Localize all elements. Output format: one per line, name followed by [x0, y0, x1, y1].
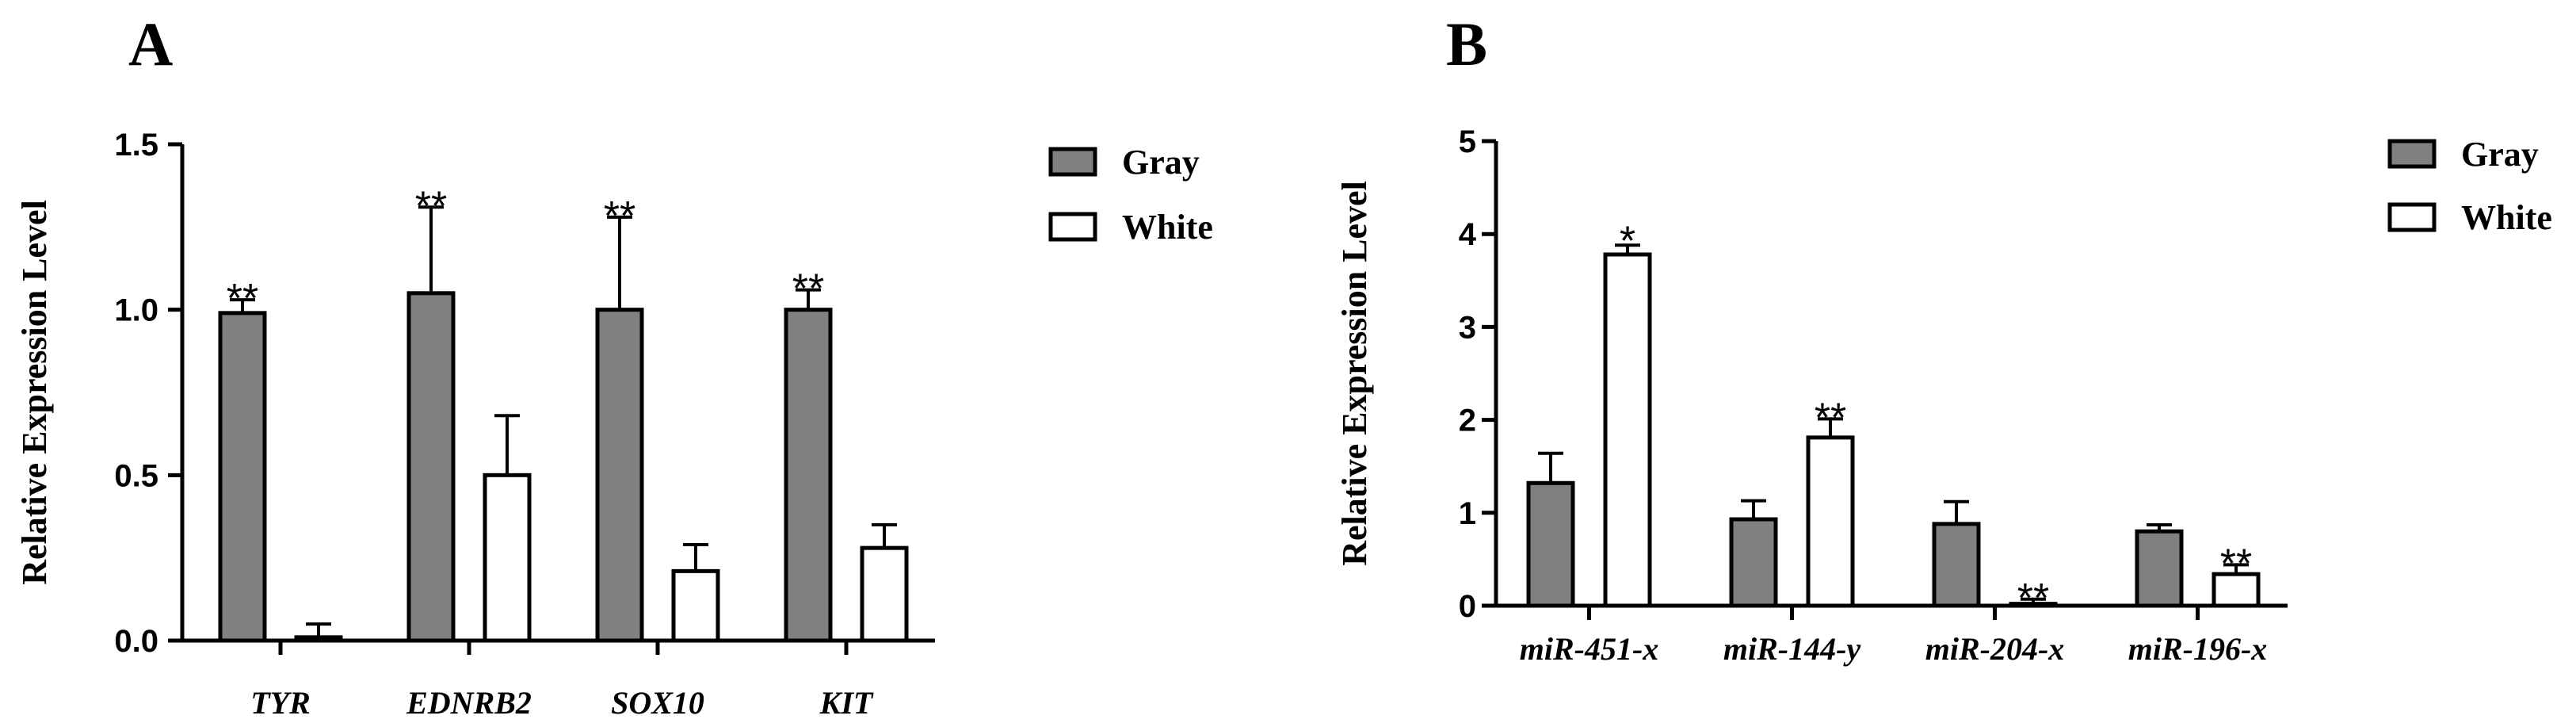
chart-a: Relative Expression Level 0.0 0.5 1.0 1.5 TYR… [15, 128, 1213, 721]
chart-a-bar-white [294, 635, 343, 643]
chart-b-bar-gray [1932, 522, 1981, 608]
chart-b-ytick-label: 4 [1459, 217, 1477, 252]
chart-a-xtick-label: EDNRB2 [406, 685, 532, 721]
chart-b-ytick-label: 5 [1459, 124, 1476, 159]
chart-b-bar-gray [1729, 517, 1778, 608]
panel-b-letter: B [1446, 10, 1487, 78]
chart-b-ytick-label: 3 [1459, 310, 1476, 345]
chart-b-ytick-label: 0 [1459, 589, 1476, 624]
chart-a-bar-white [483, 473, 532, 643]
chart-b-xtick-label: miR-204-x [1925, 631, 2065, 667]
chart-b-significance-label: ** [1815, 395, 1846, 441]
chart-a-xtick-label: TYR [250, 685, 311, 721]
chart-a-bar-white [860, 545, 909, 643]
chart-b-bar-gray [2135, 529, 2184, 608]
chart-a-ylabel: Relative Expression Level [15, 200, 54, 585]
chart-b-xtick-label: miR-196-x [2128, 631, 2268, 667]
chart-b-significance-label: * [1620, 218, 1635, 264]
chart-b-legend-label-gray: Gray [2461, 135, 2539, 174]
chart-a-bar-gray [784, 308, 833, 643]
chart-a-bar-white [671, 568, 720, 643]
chart-b-ylabel: Relative Expression Level [1335, 181, 1374, 566]
chart-a-bar-gray [406, 291, 456, 643]
chart-a-bar-gray [218, 311, 267, 643]
chart-a-significance-label: ** [415, 183, 447, 229]
chart-b-significance-label: ** [2017, 576, 2049, 622]
chart-b-bar-white [1806, 435, 1855, 608]
chart-a-bar-gray [595, 308, 644, 643]
chart-b-bar-gray [1526, 480, 1575, 608]
chart-b-xtick-label: miR-451-x [1520, 631, 1659, 667]
chart-a-ytick-label: 1.5 [114, 128, 158, 163]
chart-b-ytick-label: 1 [1459, 496, 1476, 531]
chart-a-legend-label-white: White [1122, 208, 1213, 247]
chart-b-bar-white [2212, 572, 2261, 608]
chart-b-bar-white [1603, 252, 1652, 608]
chart-a-xtick-label: SOX10 [611, 685, 704, 721]
chart-b-bar-white [2009, 602, 2058, 608]
chart-a-significance-label: ** [792, 266, 824, 312]
chart-a-ytick-label: 0.5 [114, 458, 158, 493]
chart-a-ytick-label: 0.0 [114, 624, 158, 659]
chart-a-legend-label-gray: Gray [1122, 143, 1200, 182]
chart-a-significance-label: ** [227, 276, 258, 322]
panel-a-letter: A [128, 10, 173, 78]
chart-a-legend-swatch-white [1048, 212, 1097, 242]
chart-b-significance-label: ** [2220, 541, 2252, 587]
chart-a-legend-swatch-gray [1048, 147, 1097, 177]
chart-b-legend-label-white: White [2461, 198, 2552, 237]
chart-a-xtick-label: KIT [819, 685, 874, 721]
chart-b-legend-swatch-gray [2387, 139, 2437, 169]
chart-b-legend-swatch-white [2387, 202, 2437, 232]
chart-a-significance-label: ** [604, 193, 635, 239]
chart-b: Relative Expression Level 0 1 2 3 4 5 miR-451-x… [1335, 124, 2552, 667]
chart-b-xtick-label: miR-144-y [1723, 631, 1861, 667]
chart-a-ytick-label: 1.0 [114, 293, 158, 328]
chart-b-ytick-label: 2 [1459, 404, 1476, 438]
